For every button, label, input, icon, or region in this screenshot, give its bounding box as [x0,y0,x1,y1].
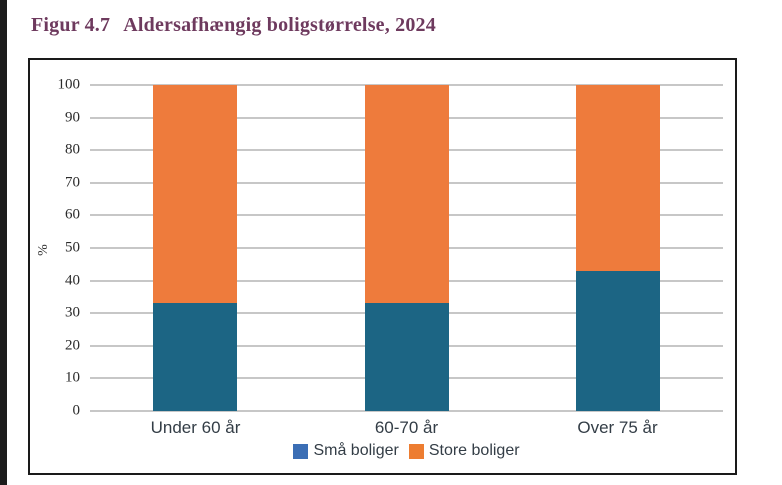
bar-segment-1-store-boliger [153,85,238,304]
y-tick-label-70: 70 [65,174,80,191]
legend-item-store-boliger: Store boliger [408,442,520,459]
legend-label: Små boliger [313,442,399,459]
x-tick-label-1: Under 60 år [150,418,241,437]
x-tick-label-3: Over 75 år [577,418,658,437]
y-tick-label-50: 50 [65,239,80,256]
y-tick-label-90: 90 [65,109,80,126]
y-tick-label-60: 60 [65,206,80,223]
y-tick-label-20: 20 [65,337,80,354]
y-tick-label-40: 40 [65,272,80,289]
figure-title: Figur 4.7 Aldersafhængig boligstørrelse, … [31,14,436,37]
legend-item-små-boliger: Små boliger [293,442,399,459]
bar-stack-2 [364,85,449,411]
x-tick-label-2: 60-70 år [374,418,439,437]
gridline-100 [90,84,723,86]
bar-segment-2-store-boliger [364,85,449,304]
bar-segment-1-små-boliger [153,303,238,411]
legend-label: Store boliger [428,442,520,459]
y-tick-label-80: 80 [65,141,80,158]
y-tick-label-0: 0 [72,402,81,419]
bar-segment-3-store-boliger [575,85,660,271]
bar-segment-3-små-boliger [575,270,660,411]
figure-number: Figur 4.7 [31,14,111,36]
bar-segment-2-små-boliger [364,303,449,411]
y-tick-label-100: 100 [57,76,81,93]
y-tick-label-30: 30 [65,304,80,321]
legend-swatch-icon [293,443,309,459]
legend: Små boliger Store boliger [90,443,723,459]
figure-name: Aldersafhængig boligstørrelse, 2024 [123,14,436,36]
bar-stack-3 [575,85,660,411]
page-edge-strip [0,0,7,485]
y-tick-label-10: 10 [65,369,80,386]
bar-stack-1 [153,85,238,411]
gridline-0 [90,410,723,412]
plot-area [90,84,723,412]
legend-swatch-icon [408,443,424,459]
y-axis-tick-labels: 0 10 20 30 40 50 60 70 80 90 100 [34,77,81,418]
